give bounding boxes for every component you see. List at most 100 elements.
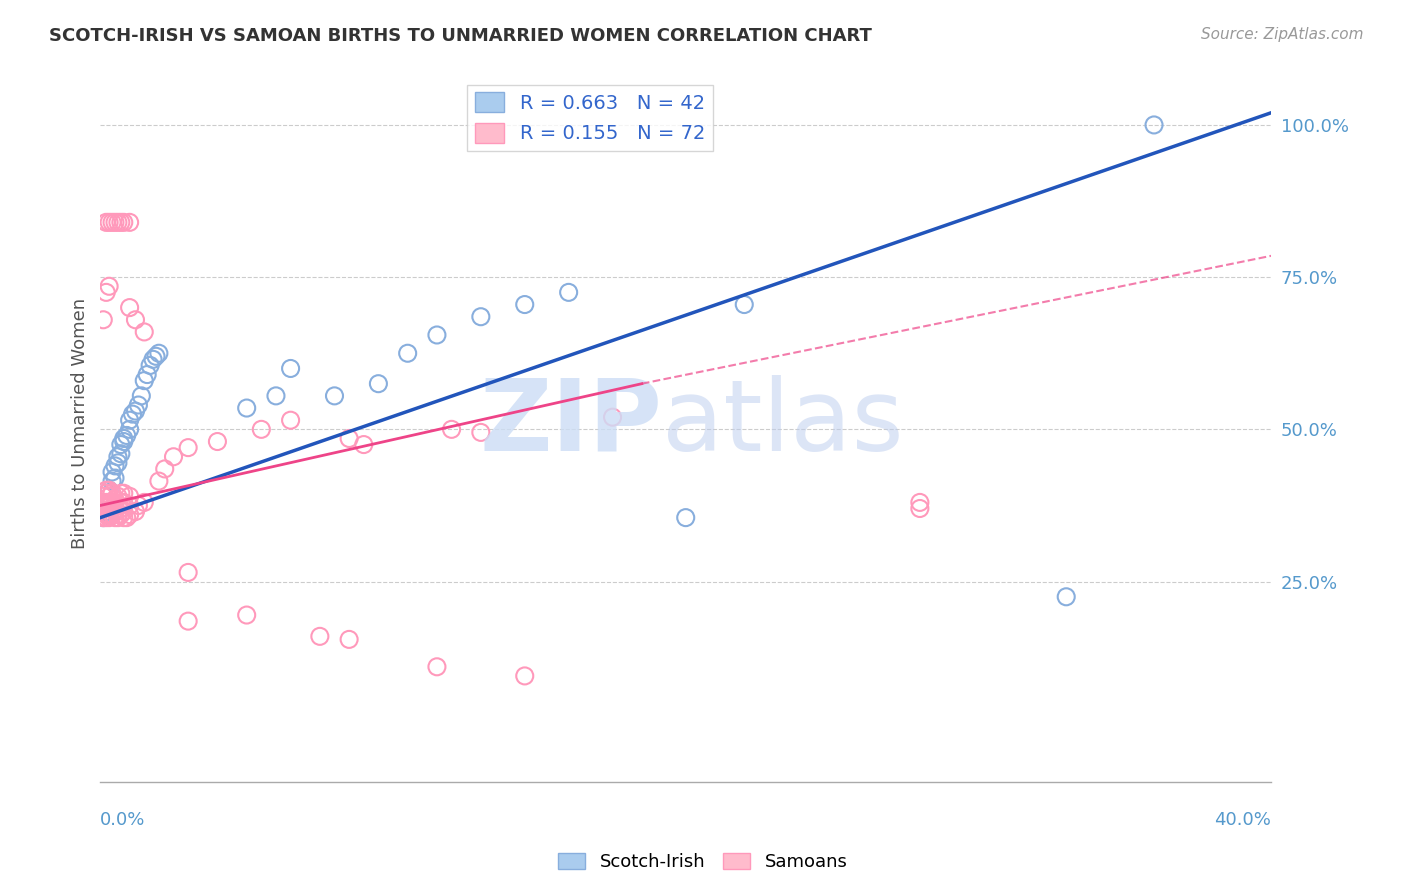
Point <box>107 456 129 470</box>
Point <box>96 215 118 229</box>
Point <box>136 368 159 382</box>
Text: atlas: atlas <box>662 375 904 472</box>
Point <box>337 632 360 647</box>
Point <box>309 629 332 643</box>
Point <box>131 389 153 403</box>
Point <box>104 499 127 513</box>
Point <box>110 447 132 461</box>
Point <box>250 422 273 436</box>
Point <box>101 501 124 516</box>
Point <box>353 437 375 451</box>
Point <box>96 483 118 498</box>
Point <box>96 499 118 513</box>
Point <box>110 501 132 516</box>
Point <box>733 297 755 311</box>
Point <box>177 566 200 580</box>
Point <box>323 389 346 403</box>
Point <box>91 489 114 503</box>
Point <box>337 432 360 446</box>
Point <box>98 489 121 503</box>
Point <box>112 215 135 229</box>
Point <box>98 499 121 513</box>
Point <box>101 508 124 522</box>
Point <box>118 422 141 436</box>
Point <box>98 483 121 498</box>
Point <box>98 495 121 509</box>
Point <box>280 413 302 427</box>
Point <box>118 489 141 503</box>
Point <box>118 499 141 513</box>
Point <box>367 376 389 391</box>
Point <box>134 374 156 388</box>
Point <box>112 486 135 500</box>
Point <box>98 495 121 509</box>
Point <box>470 310 492 324</box>
Point <box>112 504 135 518</box>
Point <box>127 499 149 513</box>
Point <box>145 349 167 363</box>
Point <box>104 504 127 518</box>
Point <box>115 428 138 442</box>
Point <box>107 450 129 464</box>
Point <box>110 508 132 522</box>
Point <box>139 359 162 373</box>
Legend: Scotch-Irish, Samoans: Scotch-Irish, Samoans <box>551 846 855 879</box>
Point <box>235 401 257 415</box>
Point <box>101 474 124 488</box>
Point <box>426 660 449 674</box>
Point <box>557 285 579 300</box>
Point <box>104 492 127 507</box>
Point <box>101 495 124 509</box>
Point <box>124 312 146 326</box>
Point <box>98 279 121 293</box>
Point <box>98 215 121 229</box>
Point <box>112 510 135 524</box>
Text: Source: ZipAtlas.com: Source: ZipAtlas.com <box>1201 27 1364 42</box>
Point <box>177 441 200 455</box>
Point <box>908 501 931 516</box>
Text: 40.0%: 40.0% <box>1215 811 1271 830</box>
Point <box>107 508 129 522</box>
Y-axis label: Births to Unmarried Women: Births to Unmarried Women <box>72 298 89 549</box>
Text: SCOTCH-IRISH VS SAMOAN BIRTHS TO UNMARRIED WOMEN CORRELATION CHART: SCOTCH-IRISH VS SAMOAN BIRTHS TO UNMARRI… <box>49 27 872 45</box>
Point <box>91 510 114 524</box>
Point <box>153 462 176 476</box>
Point <box>98 483 121 498</box>
Text: 0.0%: 0.0% <box>100 811 146 830</box>
Point <box>115 510 138 524</box>
Point <box>440 422 463 436</box>
Point <box>177 614 200 628</box>
Point <box>148 474 170 488</box>
Legend: R = 0.663   N = 42, R = 0.155   N = 72: R = 0.663 N = 42, R = 0.155 N = 72 <box>467 85 713 151</box>
Point <box>104 215 127 229</box>
Point <box>124 504 146 518</box>
Point <box>98 508 121 522</box>
Point <box>124 404 146 418</box>
Point <box>104 458 127 473</box>
Point <box>235 608 257 623</box>
Point <box>513 669 536 683</box>
Point <box>96 495 118 509</box>
Point <box>104 471 127 485</box>
Point <box>107 510 129 524</box>
Point <box>104 510 127 524</box>
Point <box>96 508 118 522</box>
Point <box>908 495 931 509</box>
Point <box>118 508 141 522</box>
Point <box>101 486 124 500</box>
Point <box>110 486 132 500</box>
Point <box>96 285 118 300</box>
Point <box>98 510 121 524</box>
Point <box>112 434 135 449</box>
Point <box>134 495 156 509</box>
Point <box>426 328 449 343</box>
Point <box>207 434 229 449</box>
Point <box>121 407 143 421</box>
Point <box>96 486 118 500</box>
Point <box>112 432 135 446</box>
Point <box>110 437 132 451</box>
Point <box>96 499 118 513</box>
Point <box>142 352 165 367</box>
Point <box>112 495 135 509</box>
Point <box>280 361 302 376</box>
